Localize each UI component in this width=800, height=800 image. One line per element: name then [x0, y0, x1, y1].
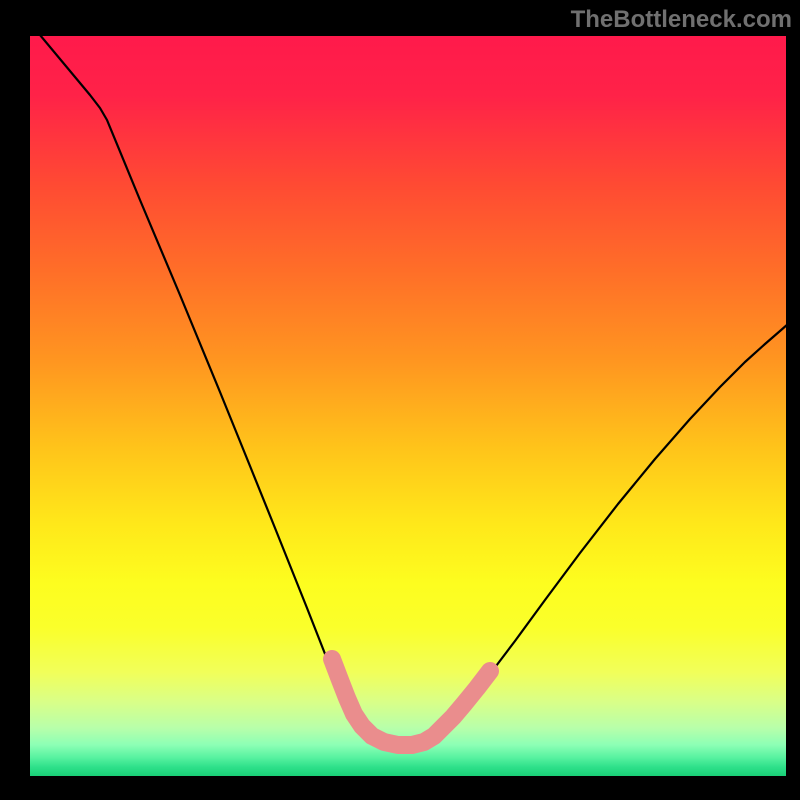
plot-area [30, 36, 786, 776]
bottleneck-curve [30, 36, 786, 749]
highlight-segment-0 [332, 659, 490, 745]
plot-svg [30, 36, 786, 776]
watermark-text: TheBottleneck.com [571, 6, 792, 34]
